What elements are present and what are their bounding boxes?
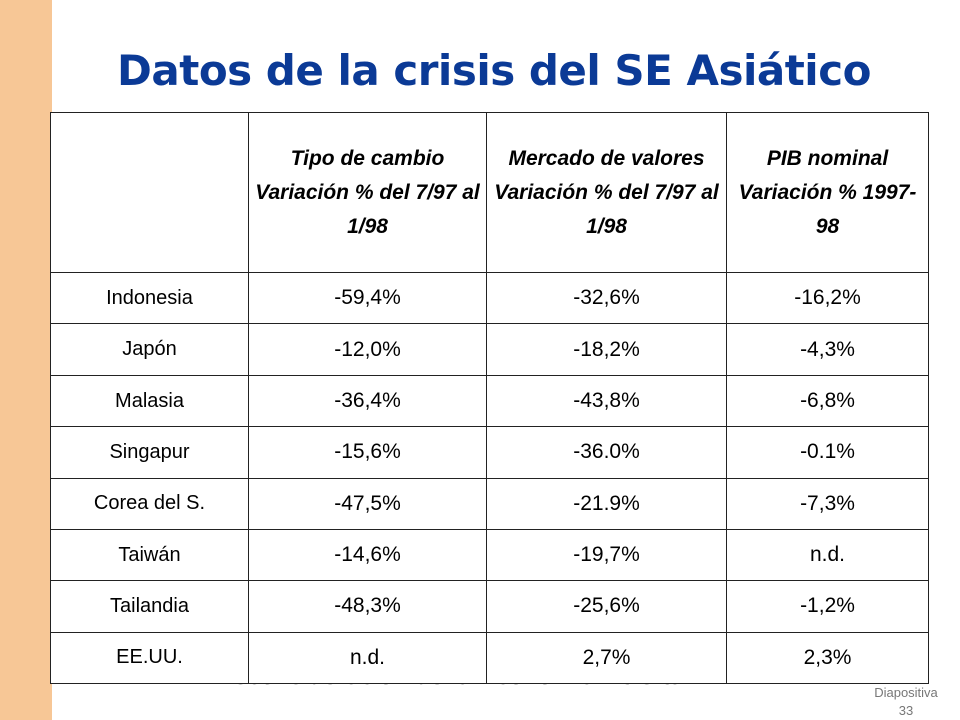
left-accent-bar <box>0 0 52 720</box>
crisis-data-table: Tipo de cambio Variación % del 7/97 al 1… <box>50 111 929 685</box>
footer-slide-number: Diapositiva 33 <box>860 684 952 720</box>
cell-nominal-gdp: -0.1% <box>726 426 929 479</box>
cell-exchange-rate: n.d. <box>248 631 487 685</box>
table-header-row: Tipo de cambio Variación % del 7/97 al 1… <box>50 111 929 274</box>
table-row: EE.UU. n.d. 2,7% 2,3% <box>50 631 929 685</box>
cell-country: Singapur <box>50 426 249 479</box>
cell-stock-market: -36.0% <box>486 426 727 479</box>
cell-exchange-rate: -15,6% <box>248 426 487 479</box>
cell-nominal-gdp: -16,2% <box>726 272 929 325</box>
footer-slide-label: Diapositiva <box>874 685 938 700</box>
cell-stock-market: -25,6% <box>486 580 727 633</box>
cell-stock-market: -18,2% <box>486 323 727 376</box>
cell-country: Tailandia <box>50 580 249 633</box>
cell-exchange-rate: -47,5% <box>248 477 487 530</box>
table-row: Indonesia -59,4% -32,6% -16,2% <box>50 272 929 325</box>
cell-nominal-gdp: -4,3% <box>726 323 929 376</box>
table-row: Tailandia -48,3% -25,6% -1,2% <box>50 580 929 633</box>
table-row: Corea del S. -47,5% -21.9% -7,3% <box>50 477 929 530</box>
header-exchange-rate: Tipo de cambio Variación % del 7/97 al 1… <box>248 111 487 274</box>
cell-exchange-rate: -36,4% <box>248 374 487 428</box>
cell-country: Indonesia <box>50 272 249 325</box>
cell-nominal-gdp: 2,3% <box>726 631 929 685</box>
cell-country: Taiwán <box>50 528 249 582</box>
header-nominal-gdp: PIB nominal Variación % 1997-98 <box>726 111 929 274</box>
cell-nominal-gdp: -6,8% <box>726 374 929 428</box>
cell-nominal-gdp: -1,2% <box>726 580 929 633</box>
cell-country: Malasia <box>50 374 249 428</box>
cell-stock-market: -21.9% <box>486 477 727 530</box>
cell-stock-market: -43,8% <box>486 374 727 428</box>
footer-slide-value: 33 <box>898 703 914 718</box>
cell-exchange-rate: -12,0% <box>248 323 487 376</box>
cell-country: EE.UU. <box>50 631 249 685</box>
cell-exchange-rate: -48,3% <box>248 580 487 633</box>
table-row: Japón -12,0% -18,2% -4,3% <box>50 323 929 376</box>
header-country <box>50 111 249 274</box>
cell-stock-market: -19,7% <box>486 528 727 582</box>
table-row: Malasia -36,4% -43,8% -6,8% <box>50 374 929 428</box>
cell-stock-market: 2,7% <box>486 631 727 685</box>
table-row: Singapur -15,6% -36.0% -0.1% <box>50 426 929 479</box>
cell-country: Corea del S. <box>50 477 249 530</box>
cell-exchange-rate: -14,6% <box>248 528 487 582</box>
cell-exchange-rate: -59,4% <box>248 272 487 325</box>
table-row: Taiwán -14,6% -19,7% n.d. <box>50 528 929 582</box>
header-stock-market: Mercado de valores Variación % del 7/97 … <box>486 111 727 274</box>
cell-stock-market: -32,6% <box>486 272 727 325</box>
cell-nominal-gdp: -7,3% <box>726 477 929 530</box>
slide-title: Datos de la crisis del SE Asiático <box>117 46 871 95</box>
cell-country: Japón <box>50 323 249 376</box>
cell-nominal-gdp: n.d. <box>726 528 929 582</box>
